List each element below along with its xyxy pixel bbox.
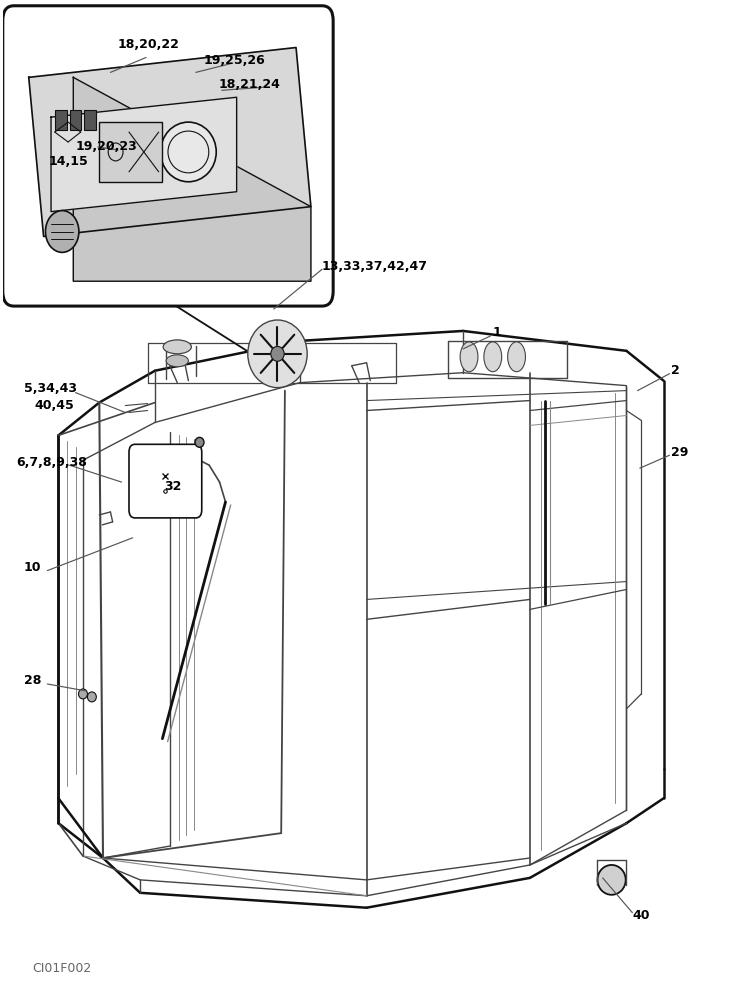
Text: 2: 2 — [671, 364, 680, 377]
Polygon shape — [73, 77, 311, 281]
Ellipse shape — [46, 211, 79, 252]
Ellipse shape — [484, 342, 502, 372]
Text: 28: 28 — [24, 674, 41, 687]
Text: 40: 40 — [632, 909, 650, 922]
Ellipse shape — [166, 355, 188, 367]
Text: 32: 32 — [165, 480, 182, 493]
Text: 1: 1 — [493, 326, 502, 339]
Text: 18,21,24: 18,21,24 — [218, 78, 280, 91]
FancyBboxPatch shape — [129, 444, 202, 518]
Polygon shape — [28, 48, 311, 236]
Text: 40,45: 40,45 — [34, 399, 74, 412]
Bar — [99, 122, 162, 182]
Text: 10: 10 — [24, 561, 41, 574]
Bar — [85, 110, 96, 130]
Ellipse shape — [161, 122, 216, 182]
Text: 29: 29 — [671, 446, 688, 459]
Ellipse shape — [248, 320, 307, 388]
Ellipse shape — [163, 340, 191, 354]
Ellipse shape — [460, 342, 478, 372]
FancyBboxPatch shape — [3, 6, 333, 306]
Text: 5,34,43: 5,34,43 — [24, 382, 76, 395]
Ellipse shape — [271, 346, 284, 361]
Ellipse shape — [598, 865, 625, 895]
Bar — [70, 110, 82, 130]
Ellipse shape — [88, 692, 96, 702]
Ellipse shape — [508, 342, 525, 372]
Polygon shape — [51, 97, 236, 212]
Text: CI01F002: CI01F002 — [32, 962, 92, 975]
Text: 19,25,26: 19,25,26 — [203, 54, 265, 67]
Ellipse shape — [79, 689, 88, 699]
Text: 18,20,22: 18,20,22 — [118, 38, 180, 51]
Bar — [55, 110, 67, 130]
Text: 19,20,23: 19,20,23 — [76, 140, 138, 153]
Text: 13,33,37,42,47: 13,33,37,42,47 — [322, 260, 428, 273]
Text: 6,7,8,9,38: 6,7,8,9,38 — [16, 456, 87, 469]
Text: 14,15: 14,15 — [49, 155, 88, 168]
Ellipse shape — [195, 437, 204, 447]
